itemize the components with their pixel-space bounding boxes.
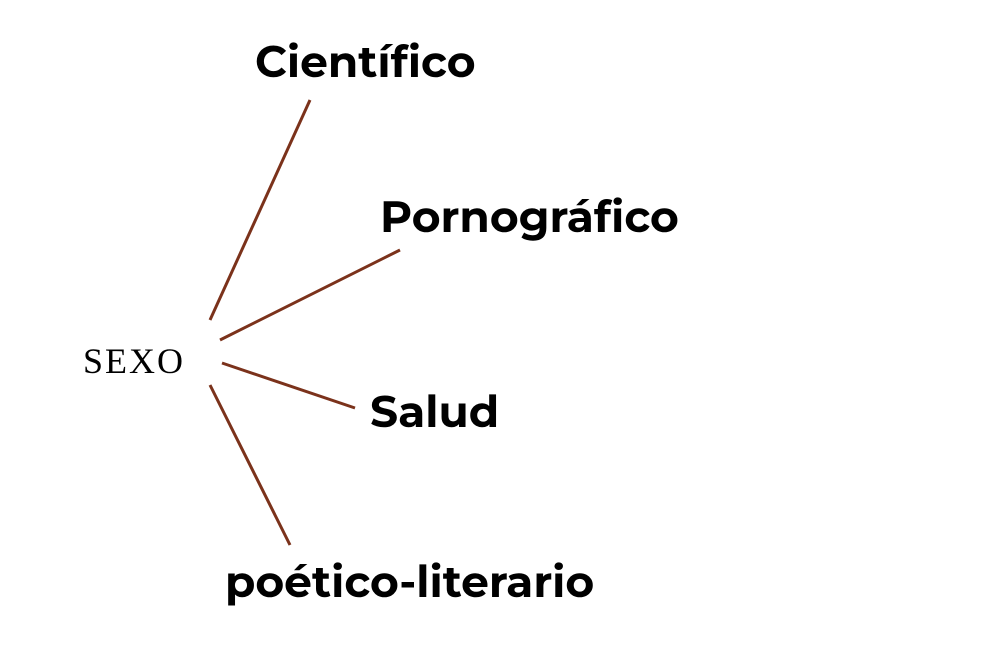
line-poetico	[210, 385, 290, 545]
line-cientifico	[210, 100, 310, 320]
connector-lines	[0, 0, 1000, 650]
line-salud	[222, 363, 355, 408]
branch-poetico-literario: poético-literario	[225, 555, 594, 609]
diagram-canvas: SEXO Científico Pornográfico Salud poéti…	[0, 0, 1000, 650]
root-label: SEXO	[83, 340, 185, 382]
branch-cientifico: Científico	[255, 35, 476, 89]
branch-pornografico: Pornográfico	[380, 190, 679, 244]
branch-salud: Salud	[370, 385, 499, 439]
line-pornografico	[220, 250, 400, 340]
